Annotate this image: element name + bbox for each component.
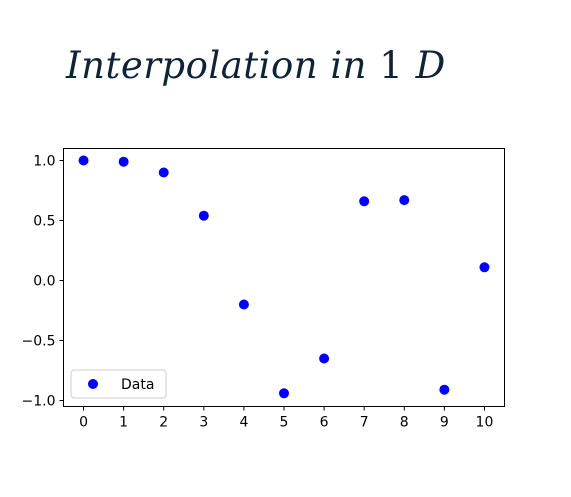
x-tick-label: 6 <box>320 415 329 431</box>
y-tick-label: 0.5 <box>33 214 55 230</box>
x-tick-label: 8 <box>400 415 409 431</box>
legend: Data <box>70 369 167 399</box>
x-tick-label: 0 <box>79 415 88 431</box>
x-tick-label: 9 <box>440 415 449 431</box>
points-layer <box>78 155 490 399</box>
x-tick-label: 3 <box>199 415 208 431</box>
title-letter: D <box>415 44 446 87</box>
data-point <box>439 384 450 395</box>
y-tick-label: −0.5 <box>22 334 56 350</box>
data-point <box>198 210 209 221</box>
y-tick-label: 1.0 <box>33 154 55 170</box>
data-point <box>359 196 370 207</box>
data-point <box>238 299 249 310</box>
x-tick-label: 2 <box>159 415 168 431</box>
data-point <box>479 262 490 273</box>
data-point <box>319 353 330 364</box>
title-number: 1 <box>379 44 404 87</box>
legend-label: Data <box>121 377 154 393</box>
title-word-interpolation: Interpolation <box>66 44 319 87</box>
legend-box <box>70 369 167 399</box>
legend-marker <box>88 379 98 389</box>
x-tick-label: 5 <box>280 415 289 431</box>
title-word-in: in <box>330 44 367 87</box>
data-point <box>279 388 289 399</box>
x-tick-label: 7 <box>360 415 369 431</box>
x-tick-label: 10 <box>476 415 494 431</box>
ticks-layer: 0 1 2 3 4 5 6 7 8 9 10 1.0 0.5 0.0 −0.5 −1.0 <box>22 154 494 431</box>
data-point <box>158 167 169 178</box>
y-tick-label: −1.0 <box>22 394 56 410</box>
data-point <box>118 156 129 167</box>
data-point <box>399 195 410 206</box>
data-point <box>78 155 89 166</box>
chart-title: Interpolation in 1 D <box>66 44 446 87</box>
plot-frame <box>63 148 505 407</box>
x-tick-label: 1 <box>119 415 128 431</box>
x-tick-label: 4 <box>239 415 248 431</box>
y-tick-label: 0.0 <box>33 274 55 290</box>
